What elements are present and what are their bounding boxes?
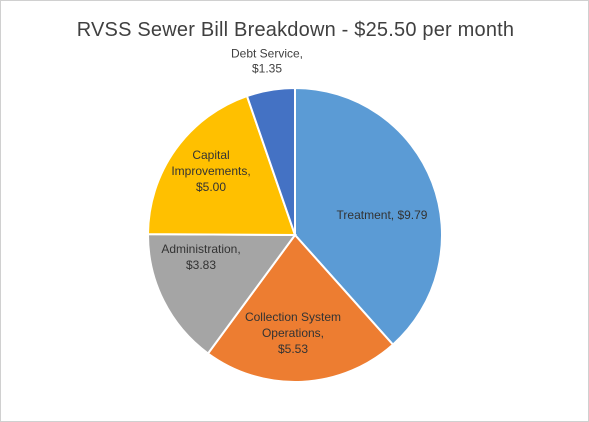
slice-label-capital-improvements: Capital Improvements, $5.00 <box>171 148 250 194</box>
pie-slice-collection-system-operations <box>206 233 395 383</box>
slice-label-debt-service: Debt Service, $1.35 <box>231 47 303 76</box>
slice-label-administration: Administration, $3.83 <box>161 242 240 272</box>
pie-slice-debt-service <box>245 86 296 236</box>
slice-label-collection-system-operations: Collection System Operations, $5.53 <box>245 310 341 356</box>
pie-slice-treatment <box>294 86 443 347</box>
slice-label-treatment: Treatment, $9.79 <box>337 208 428 222</box>
chart-title: RVSS Sewer Bill Breakdown - $25.50 per m… <box>76 19 515 41</box>
pie-slice-administration <box>146 233 297 355</box>
